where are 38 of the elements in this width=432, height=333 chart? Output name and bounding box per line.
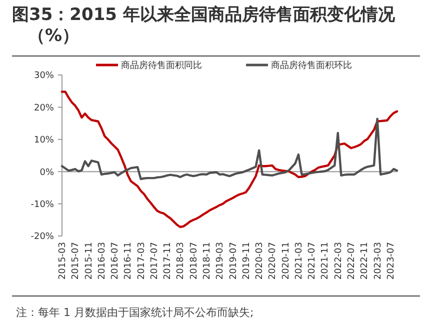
- y-tick-label: 20%: [34, 103, 54, 114]
- x-tick-label: 2019-03: [216, 242, 226, 280]
- legend-label: 商品房待售面积同比: [121, 60, 202, 72]
- y-tick-label: -10%: [30, 200, 54, 210]
- y-tick-label: -20%: [30, 232, 54, 242]
- chart-title: 图35：2015 年以来全国商品房待售面积变化情况（%）: [12, 5, 396, 46]
- x-tick-label: 2023-03: [373, 242, 384, 280]
- y-tick-label: 30%: [34, 71, 54, 82]
- text: 注：每年 1 月数据由于国家统计局不公布而缺失;: [16, 306, 254, 319]
- x-tick-label: 2016-07: [110, 242, 121, 280]
- x-tick-label: 2019-11: [242, 242, 252, 280]
- x-tick-label: 2022-11: [360, 242, 370, 280]
- x-tick-label: 2021-03: [294, 242, 304, 280]
- x-tick-label: 2017-03: [136, 242, 147, 280]
- x-tick-label: 2016-11: [124, 242, 134, 280]
- x-tick-label: 2021-07: [308, 242, 318, 280]
- legend-label: 商品房待售面积环比: [271, 60, 352, 72]
- x-tick-label: 2023-07: [386, 242, 396, 280]
- line-series: [60, 90, 398, 228]
- x-tick-label: 2018-11: [202, 242, 213, 280]
- x-tick-label: 2022-07: [347, 242, 358, 280]
- x-tick-label: 2015-03: [58, 242, 68, 280]
- y-tick-label: 10%: [34, 136, 54, 146]
- x-tick-label: 2021-11: [320, 242, 331, 280]
- x-tick-label: 2022-03: [334, 242, 344, 280]
- x-tick-label: 2016-03: [97, 242, 108, 280]
- x-tick-label: 2020-11: [281, 242, 292, 280]
- y-tick-label: 0%: [40, 168, 54, 178]
- x-tick-label: 2020-07: [268, 242, 278, 280]
- x-tick-label: 2019-07: [228, 242, 239, 280]
- x-tick-label: 2017-07: [150, 242, 160, 280]
- x-tick-label: 2018-07: [189, 242, 200, 280]
- x-tick-label: 2015-11: [84, 242, 94, 280]
- x-tick-label: 2017-11: [163, 242, 174, 280]
- line-series: [60, 118, 398, 180]
- x-tick-label: 2020-03: [255, 242, 266, 280]
- x-tick-label: 2018-03: [176, 242, 186, 280]
- x-tick-label: 2015-07: [71, 242, 82, 280]
